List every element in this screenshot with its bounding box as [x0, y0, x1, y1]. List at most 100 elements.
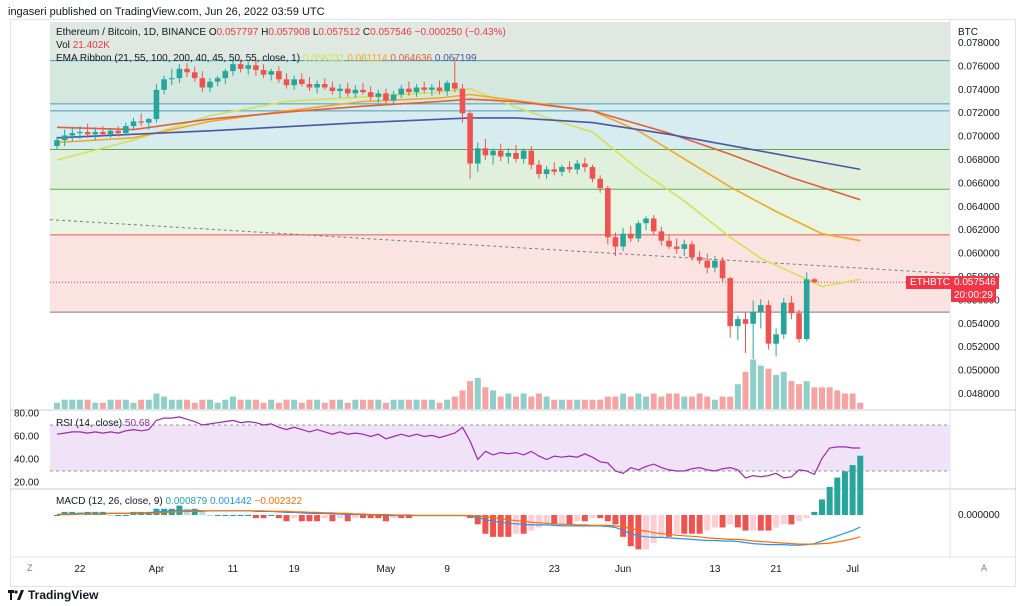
price-axis-tick: 0.050000 — [958, 366, 1000, 377]
macd-histogram-bar — [650, 515, 657, 544]
price-axis-tick: 0.076000 — [958, 61, 1000, 72]
macd-histogram-bar — [558, 515, 565, 525]
candle-body — [780, 302, 787, 335]
auto-scale-button[interactable]: A — [981, 563, 988, 573]
volume-bar — [490, 390, 497, 409]
volume-bar — [742, 371, 749, 409]
volume-bar — [168, 399, 175, 409]
zoom-corner-button[interactable]: Z — [27, 563, 33, 573]
candle-body — [765, 305, 772, 344]
ema-label[interactable]: EMA Ribbon (21, 55, 100, 200, 40, 45, 50… — [56, 53, 301, 64]
volume-bar — [229, 396, 236, 409]
candle-body — [513, 153, 519, 159]
candle-body — [650, 218, 657, 232]
macd-histogram-bar — [719, 515, 726, 528]
time-axis-tick: Jun — [615, 564, 631, 575]
macd-histogram-bar — [574, 515, 581, 522]
volume-bar — [459, 390, 466, 409]
macd-histogram-bar — [643, 515, 650, 550]
zone-band — [50, 103, 950, 111]
macd-axis-tick: 0.000000 — [958, 510, 1000, 521]
macd-histogram-bar — [237, 515, 244, 516]
macd-histogram-bar — [811, 511, 818, 515]
zone-band — [50, 189, 950, 235]
volume-bar — [54, 402, 60, 409]
rsi-label[interactable]: RSI (14, close) — [56, 418, 123, 429]
candle-body — [758, 305, 764, 313]
open-value: 0.057797 — [216, 27, 259, 38]
symbol-title[interactable]: Ethereum / Bitcoin, 1D, BINANCE — [56, 27, 207, 38]
open-label: O — [208, 27, 217, 38]
volume-bar — [589, 399, 596, 409]
legend-title-row: Ethereum / Bitcoin, 1D, BINANCE O0.05779… — [56, 27, 506, 39]
candle-body — [207, 81, 213, 88]
candle-body — [130, 121, 137, 127]
volume-bar — [704, 396, 711, 409]
candle-body — [627, 233, 634, 239]
macd-histogram-bar — [765, 515, 772, 531]
macd-histogram-bar — [597, 515, 604, 519]
candle-body — [612, 237, 619, 247]
macd-histogram-bar — [711, 515, 718, 528]
time-axis-tick: May — [376, 564, 395, 575]
time-axis-tick: 23 — [549, 564, 561, 575]
ema-line — [56, 117, 861, 171]
symbol-price-tag: ETHBTC — [906, 276, 954, 289]
volume-bar — [482, 387, 489, 409]
candle-body — [520, 150, 527, 159]
volume-bar — [841, 393, 848, 409]
candle-body — [283, 79, 290, 86]
volume-bar — [535, 393, 542, 409]
volume-bar — [321, 402, 328, 409]
macd-histogram-bar — [834, 477, 841, 515]
volume-bar — [688, 396, 695, 409]
volume-bar — [451, 396, 458, 409]
candle-body — [222, 71, 229, 79]
time-axis-tick: Apr — [149, 564, 165, 575]
candle-body — [582, 163, 588, 168]
zone-band — [50, 234, 950, 313]
macd-histogram-bar — [750, 515, 757, 531]
macd-histogram-bar — [245, 515, 252, 516]
volume-bar — [268, 399, 275, 409]
footer-brand[interactable]: TradingView — [28, 588, 99, 602]
ema-line — [56, 98, 861, 201]
candle-body — [321, 83, 328, 88]
volume-bar — [819, 387, 825, 409]
published-header: ingaseri published on TradingView.com, J… — [8, 6, 325, 18]
candle-body — [811, 279, 818, 283]
price-axis-tick: 0.072000 — [958, 108, 1000, 119]
candle-body — [253, 65, 259, 70]
volume-bar — [398, 399, 405, 409]
macd-histogram-bar — [54, 515, 60, 516]
candle-body — [589, 167, 596, 179]
volume-bar — [352, 399, 359, 409]
macd-histogram-bar — [474, 515, 481, 525]
candle-body — [643, 218, 649, 224]
close-label: C — [362, 27, 371, 38]
candle-body — [199, 78, 206, 88]
volume-bar — [803, 381, 810, 409]
close-value: 0.057546 — [370, 27, 412, 38]
candle-body — [230, 64, 236, 72]
legend-ema-row: EMA Ribbon (21, 55, 100, 200, 40, 45, 50… — [56, 53, 477, 65]
volume-bar — [329, 399, 336, 409]
macd-histogram-bar — [620, 515, 627, 537]
price-axis-tick: 0.074000 — [958, 85, 1000, 96]
candle-body — [314, 83, 320, 88]
macd-label[interactable]: MACD (12, 26, close, 9) — [56, 496, 163, 507]
volume-bar — [306, 399, 313, 409]
volume-label[interactable]: Vol — [56, 40, 70, 51]
macd-histogram-bar — [604, 515, 611, 522]
macd-histogram-bar — [375, 515, 382, 519]
volume-bar — [199, 399, 206, 409]
macd-histogram-bar — [696, 515, 703, 534]
macd-histogram-bar — [627, 515, 634, 547]
ema-line — [56, 93, 861, 242]
macd-histogram-bar — [566, 515, 573, 525]
volume-bar — [84, 399, 91, 409]
macd-histogram-bar — [367, 515, 374, 519]
low-label: L — [312, 27, 319, 38]
macd-histogram-bar — [314, 515, 321, 522]
